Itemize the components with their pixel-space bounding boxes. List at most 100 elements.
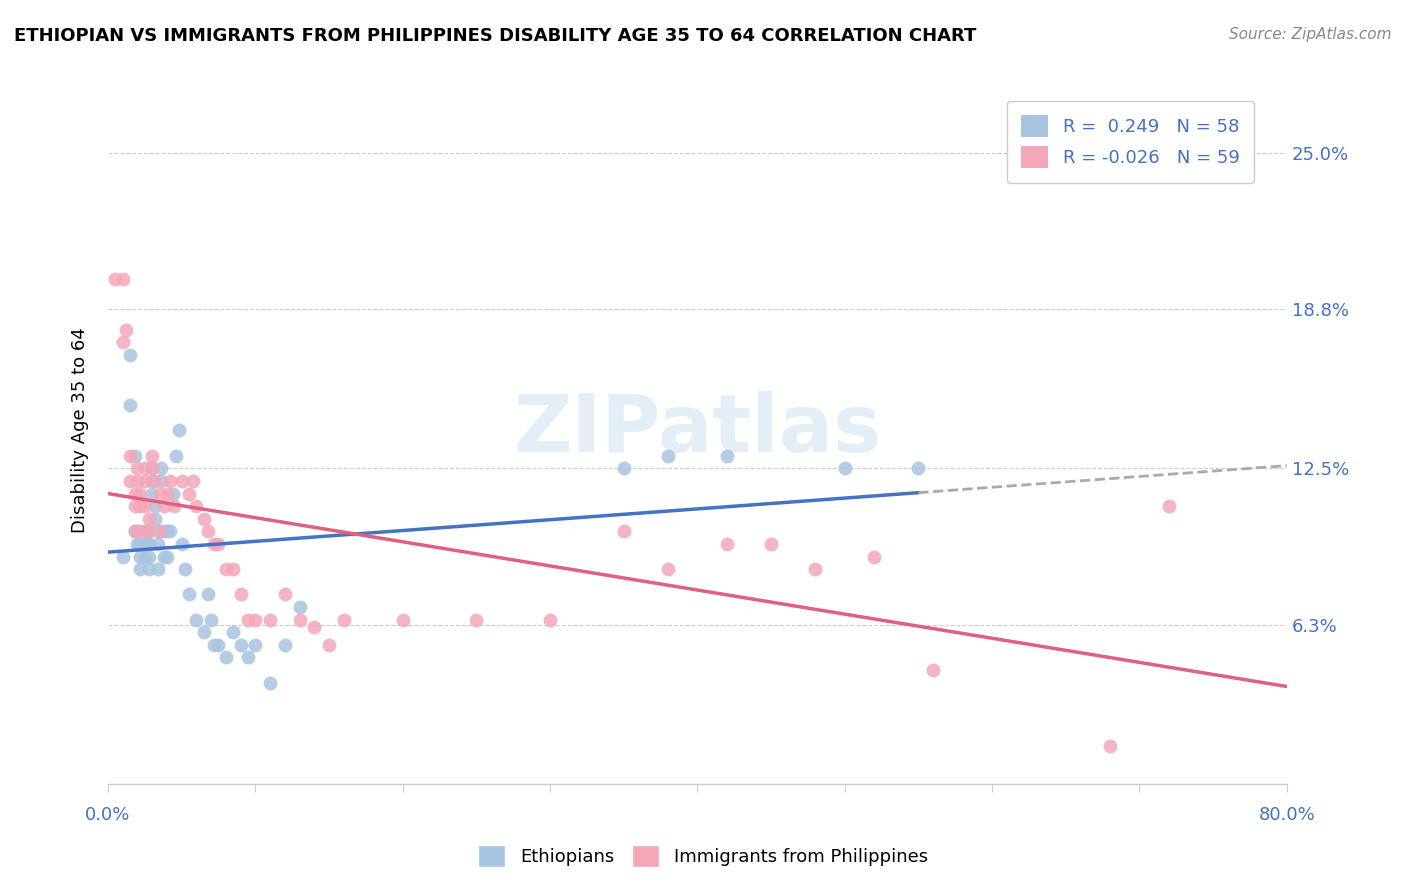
Point: [197, 587, 219, 601]
Point: [141, 461, 163, 475]
Text: 0.0%: 0.0%: [86, 806, 131, 824]
Point: [193, 512, 215, 526]
Point: [186, 499, 208, 513]
Point: [141, 474, 163, 488]
Point: [134, 537, 156, 551]
Point: [138, 549, 160, 564]
Point: [153, 549, 176, 564]
Point: [143, 474, 166, 488]
Point: [120, 348, 142, 362]
Point: [165, 449, 187, 463]
Point: [138, 562, 160, 576]
Point: [863, 549, 886, 564]
Text: 80.0%: 80.0%: [1258, 806, 1315, 824]
Text: ZIPatlas: ZIPatlas: [513, 392, 882, 469]
Point: [124, 499, 146, 513]
Point: [141, 449, 163, 463]
Point: [127, 537, 149, 551]
Point: [129, 537, 152, 551]
Point: [657, 449, 679, 463]
Point: [156, 549, 179, 564]
Point: [124, 486, 146, 500]
Point: [207, 537, 229, 551]
Point: [274, 587, 297, 601]
Point: [245, 638, 267, 652]
Point: [129, 524, 152, 539]
Point: [156, 486, 179, 500]
Legend: R =  0.249   N = 58, R = -0.026   N = 59: R = 0.249 N = 58, R = -0.026 N = 59: [1007, 101, 1254, 183]
Point: [146, 524, 169, 539]
Point: [136, 524, 159, 539]
Point: [150, 474, 173, 488]
Point: [129, 486, 152, 500]
Point: [318, 638, 340, 652]
Point: [193, 625, 215, 640]
Point: [138, 512, 160, 526]
Point: [129, 549, 152, 564]
Point: [104, 272, 127, 286]
Point: [162, 486, 184, 500]
Point: [170, 474, 193, 488]
Point: [153, 524, 176, 539]
Point: [111, 335, 134, 350]
Point: [170, 537, 193, 551]
Point: [148, 486, 170, 500]
Point: [229, 638, 252, 652]
Y-axis label: Disability Age 35 to 64: Disability Age 35 to 64: [72, 327, 89, 533]
Point: [215, 650, 238, 665]
Point: [657, 562, 679, 576]
Point: [907, 461, 929, 475]
Point: [186, 613, 208, 627]
Point: [111, 272, 134, 286]
Point: [124, 524, 146, 539]
Point: [134, 461, 156, 475]
Point: [159, 474, 181, 488]
Point: [127, 524, 149, 539]
Point: [332, 613, 354, 627]
Point: [150, 461, 173, 475]
Point: [120, 474, 142, 488]
Point: [716, 537, 738, 551]
Point: [177, 587, 200, 601]
Point: [538, 613, 561, 627]
Point: [134, 499, 156, 513]
Point: [138, 524, 160, 539]
Point: [124, 449, 146, 463]
Point: [716, 449, 738, 463]
Point: [141, 486, 163, 500]
Point: [114, 323, 136, 337]
Point: [613, 461, 636, 475]
Point: [156, 524, 179, 539]
Point: [834, 461, 856, 475]
Point: [259, 675, 281, 690]
Point: [136, 537, 159, 551]
Point: [143, 499, 166, 513]
Point: [391, 613, 413, 627]
Point: [120, 449, 142, 463]
Point: [259, 613, 281, 627]
Point: [245, 613, 267, 627]
Point: [222, 562, 245, 576]
Point: [288, 613, 311, 627]
Point: [146, 537, 169, 551]
Point: [127, 474, 149, 488]
Point: [124, 524, 146, 539]
Point: [236, 613, 259, 627]
Point: [197, 524, 219, 539]
Text: Source: ZipAtlas.com: Source: ZipAtlas.com: [1229, 27, 1392, 42]
Point: [134, 524, 156, 539]
Point: [613, 524, 636, 539]
Legend: Ethiopians, Immigrants from Philippines: Ethiopians, Immigrants from Philippines: [471, 838, 935, 874]
Point: [134, 549, 156, 564]
Point: [177, 486, 200, 500]
Point: [804, 562, 827, 576]
Point: [183, 474, 205, 488]
Point: [200, 613, 222, 627]
Point: [159, 524, 181, 539]
Point: [759, 537, 782, 551]
Point: [274, 638, 297, 652]
Point: [146, 562, 169, 576]
Point: [143, 512, 166, 526]
Point: [229, 587, 252, 601]
Point: [129, 562, 152, 576]
